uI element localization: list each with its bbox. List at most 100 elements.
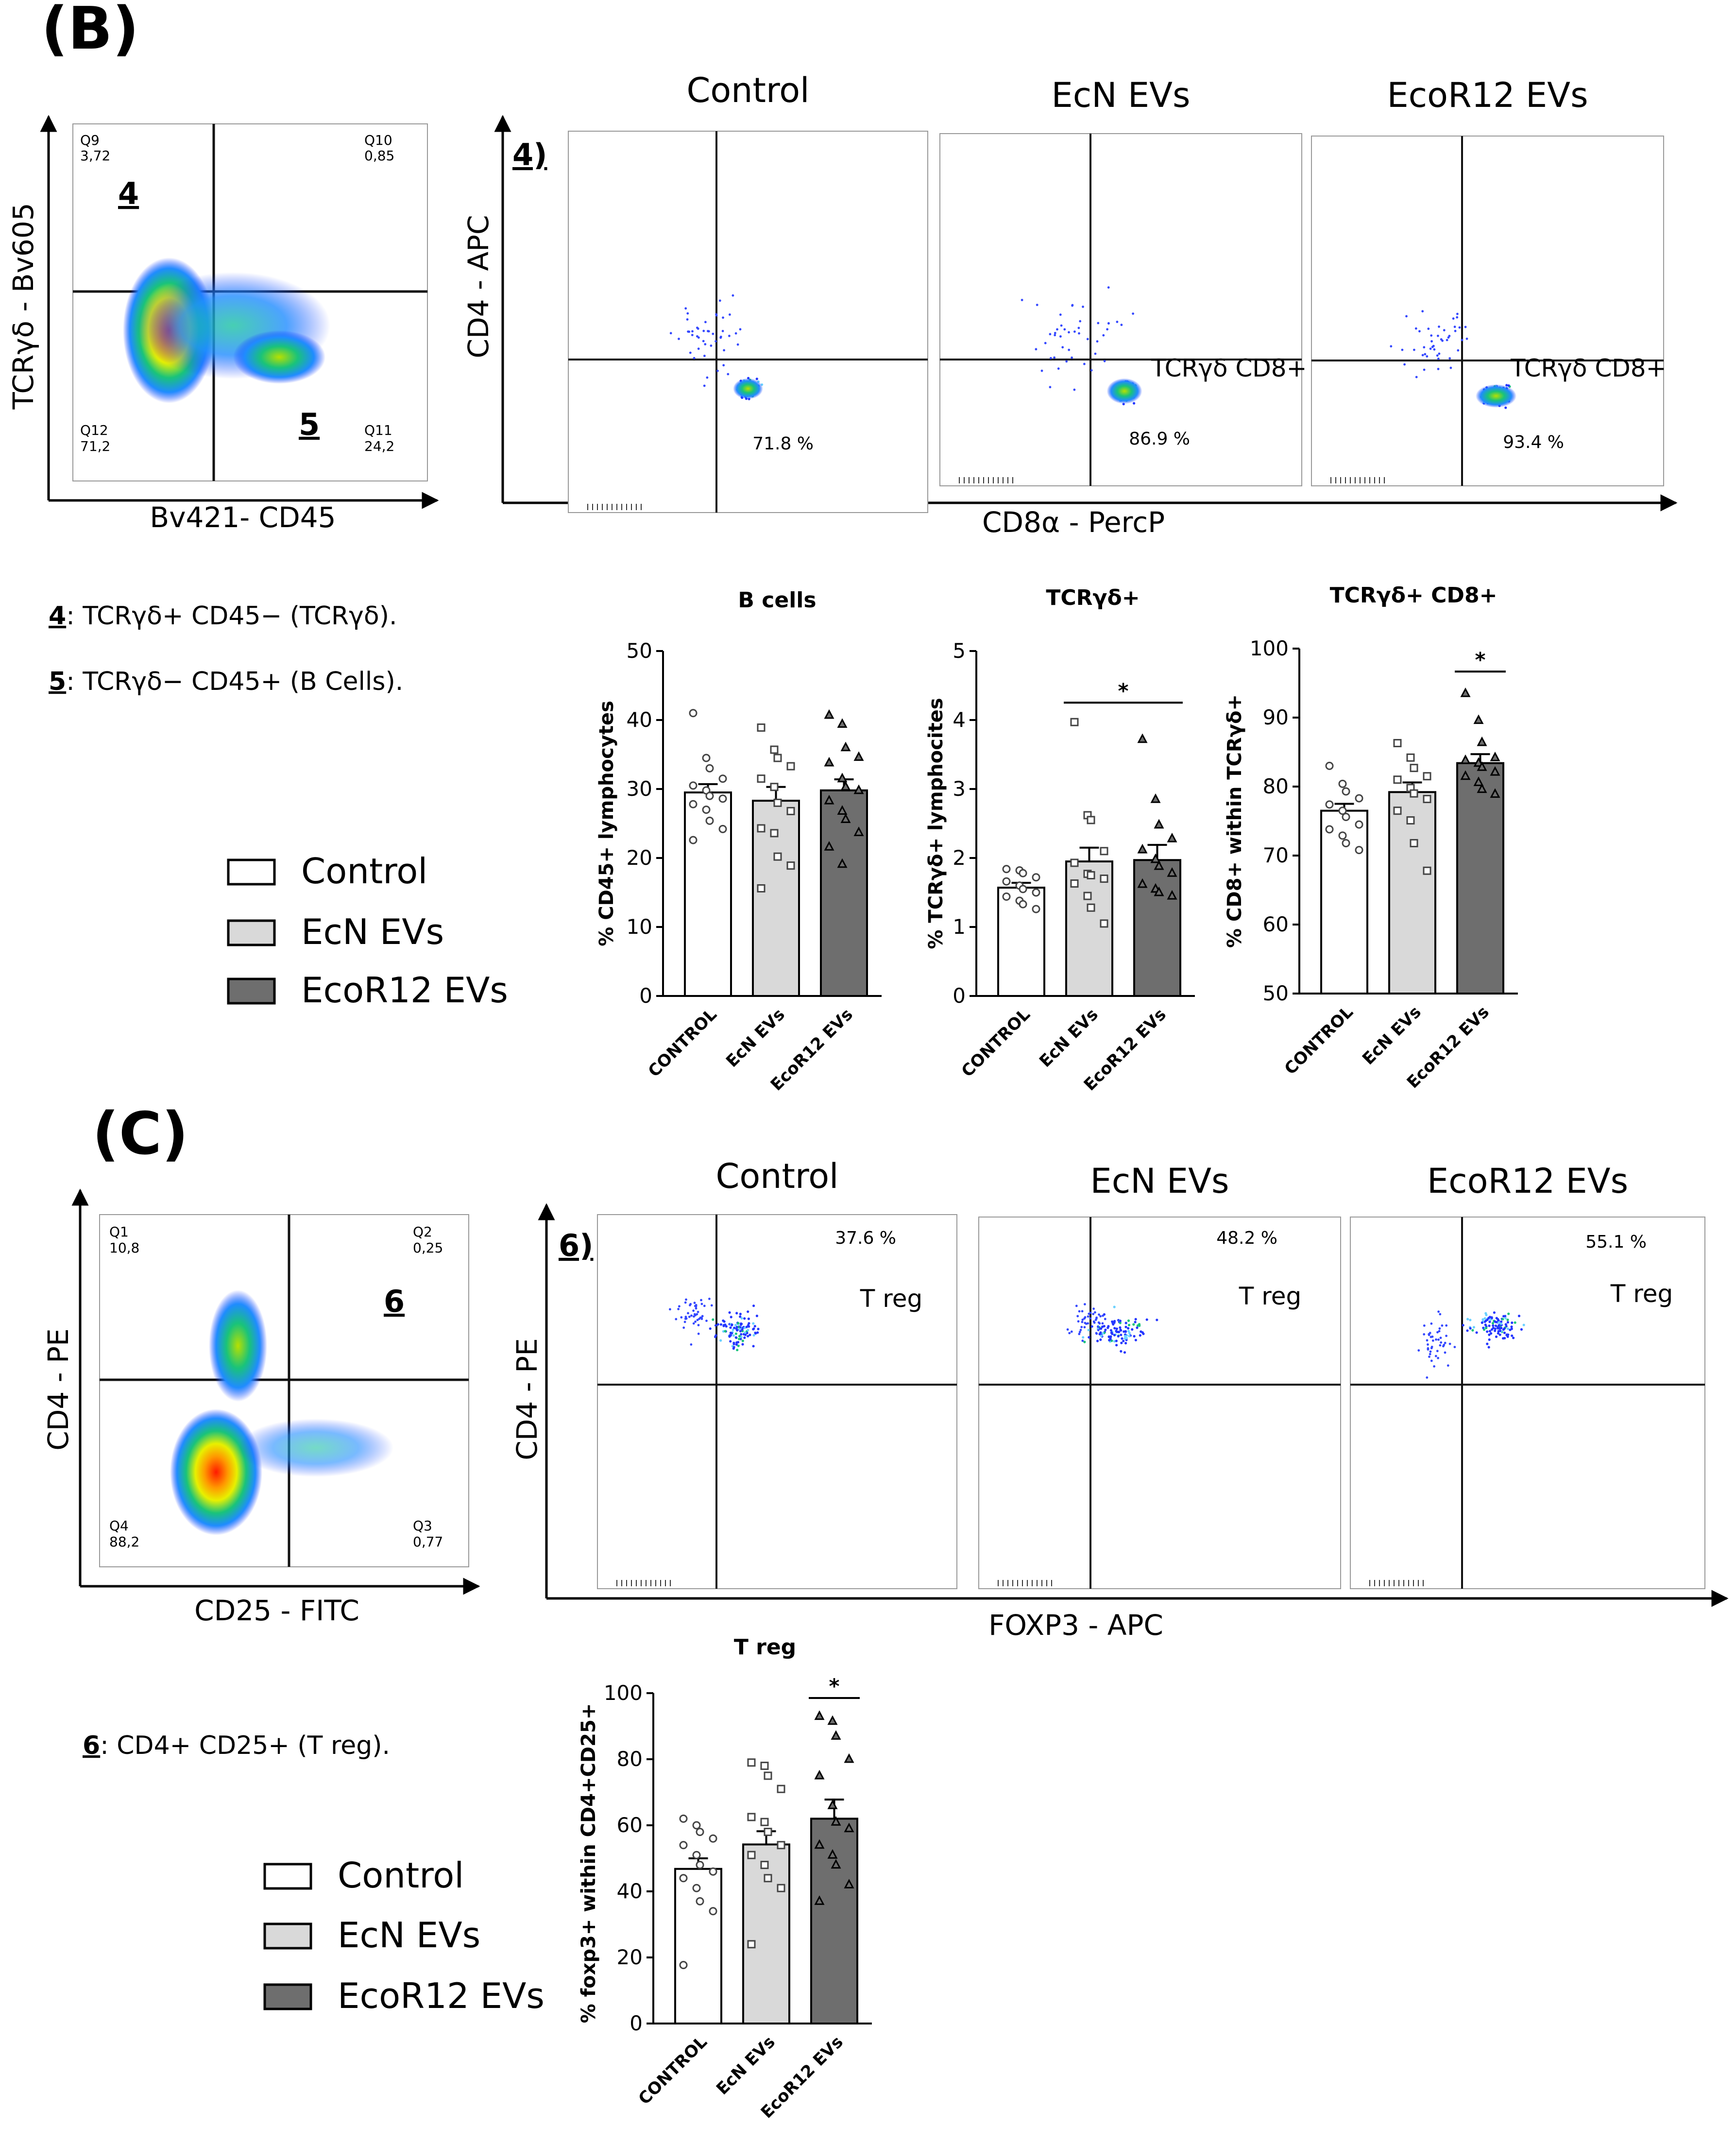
panelC-scatter-0-event [690,1314,693,1317]
panelC-scatter-1-event [1113,1320,1116,1322]
panelC-scatter-0-event [701,1315,704,1318]
panelC-scatter-2-event [1444,1341,1447,1344]
panelC-scatter-2-title: EcoR12 EVs [1427,1161,1628,1201]
panelC-scatter-0-event [715,1324,717,1327]
panelB-scatter-1-event [1103,360,1106,362]
panelC-scatter-1-event [1117,1335,1120,1338]
panelB-scatter-2-event [1418,330,1421,333]
legend-b-swatch-control [227,858,276,886]
bar-chart-3-point [709,1907,717,1916]
panelC-scatter-2-event [1437,1338,1440,1341]
bar-chart-0-point [773,754,782,762]
gate-b-q-tl-id: Q9 [80,132,100,148]
panelC-scatter-2-event [1445,1335,1448,1338]
panelC-scatter-1-event [1097,1329,1100,1332]
bar-chart-3-bar-0 [674,1868,722,2024]
panelB-scatter-0-event [697,327,699,330]
bar-chart-3-point [827,1849,838,1859]
panelC-scatter-0-event [743,1326,746,1329]
bar-chart-3-point [831,1816,841,1826]
panelB-scatter-2-event [1504,406,1507,409]
panelB-scatter-2-event [1403,363,1406,366]
panelC-scatter-0-event [695,1307,698,1310]
panelC-scatter-1-event [1078,1310,1081,1313]
panelC-scatter-1-event [1124,1325,1127,1328]
panelC-scatter-2-event [1438,1327,1441,1330]
panelC-scatter-1: EcN EVs 48.2 % T reg [978,1161,1341,1589]
bar-chart-0-point [757,774,766,783]
bar-chart-0-point [786,762,795,771]
bar-chart-3-point [692,1821,701,1830]
panelB-scatter-0-frame [568,131,928,513]
panelC-scatter-0-event [694,1321,697,1323]
bar-chart-1-point [1070,879,1079,888]
panelC-scatter-2-event [1522,1323,1525,1326]
panelC-scatter-2-event [1495,1324,1498,1327]
panelC-scatter-2-event [1481,1321,1483,1324]
row-b-tag: 4) [512,137,547,172]
bar-chart-2-point [1342,839,1350,847]
panelC-scatter-0-event [745,1325,748,1328]
panelC-scatter-1-event [1081,1339,1084,1342]
bar-chart-2-point [1410,839,1418,847]
panelC-scatter-2-event [1437,1356,1440,1359]
bar-chart-3-point [696,1828,704,1836]
panelC-scatter-2-events [1417,1310,1525,1379]
panelC-scatter-2-event [1437,1310,1440,1313]
panelC-scatter-1-events [1066,1303,1158,1354]
bar-chart-2-point [1410,764,1418,772]
row-c-tag: 6) [559,1228,593,1263]
bar-chart-1-point [1032,905,1040,913]
panelC-scatter-2-event [1504,1323,1507,1326]
bar-chart-2-point [1473,714,1484,724]
panelC-scatter-1-event [1123,1335,1126,1338]
panelC-scatter-2-event [1435,1338,1437,1341]
panelC-scatter-2-event [1462,1324,1464,1327]
panelC-scatter-1-frame [978,1217,1341,1589]
panelC-scatter-0-event [697,1311,699,1313]
panelB-scatter-2-event [1443,329,1446,332]
panelC-scatter-2-event [1427,1343,1429,1346]
panelC-scatter-1-event [1102,1314,1104,1317]
panelC-scatter-2-event [1488,1324,1491,1327]
panelB-scatter-0-event [718,299,721,302]
panelC-scatter-2-event [1498,1329,1501,1332]
panelC-scatter-2-event [1504,1315,1507,1318]
bar-chart-1-point [1137,843,1148,854]
panelB-scatter-2-event [1457,349,1460,352]
row-b-y-label: CD4 - APC [462,215,495,358]
panelC-scatter-1-event [1119,1320,1122,1322]
panelC-scatter-1-event [1133,1335,1136,1338]
bar-chart-1-point [1019,885,1027,893]
gate-c-q-tl-id: Q1 [109,1224,129,1240]
panelC-scatter-0-event [729,1326,732,1329]
panelC-scatter-0-events [669,1298,760,1352]
panelC-scatter-1-event [1156,1319,1158,1321]
panelB-scatter-0-event [727,373,730,376]
panelB-scatter-0: Control 71.8 % [568,70,928,513]
panelC-scatter-1-event [1113,1334,1116,1337]
panelC-scatter-2-event [1507,1312,1510,1315]
bar-chart-1-point [1154,819,1164,829]
panelB-scatter-2-event [1453,326,1456,328]
panelC-scatter-1-event [1087,1315,1089,1318]
panelB-scatter-0-event [715,314,718,317]
legend-b: Control EcN EVs EcoR12 EVs [227,851,508,1011]
panelC-scatter-1-event [1088,1336,1090,1339]
bar-chart-1-point [1032,888,1040,897]
bar-chart-3-ylabel: % foxp3+ within CD4+CD25+ [578,1703,600,2024]
panelC-scatter-0-event [731,1323,733,1326]
panelC-scatter-0-event [677,1308,680,1310]
bar-chart-2: TCRγδ+ CD8+ % CD8+ within TCRγδ+ 50 60 70 80 9… [1224,583,1518,1092]
panelC-scatter-0-event [669,1308,671,1311]
panelC-scatter-2-event [1498,1321,1500,1324]
panelB-scatter-0-event [704,343,707,345]
bar-chart-3-point [844,1753,854,1763]
panelC-scatter-1-event [1124,1321,1127,1324]
bar-chart-2-point [1423,772,1431,781]
panelB-scatter-0-event [704,321,707,324]
bar-chart-2-ytick-label: 70 [1263,843,1289,867]
panelB-scatter-1-event [1061,346,1064,349]
bar-chart-3-point [760,1861,769,1870]
panelB-scatter-0-event [693,357,696,360]
